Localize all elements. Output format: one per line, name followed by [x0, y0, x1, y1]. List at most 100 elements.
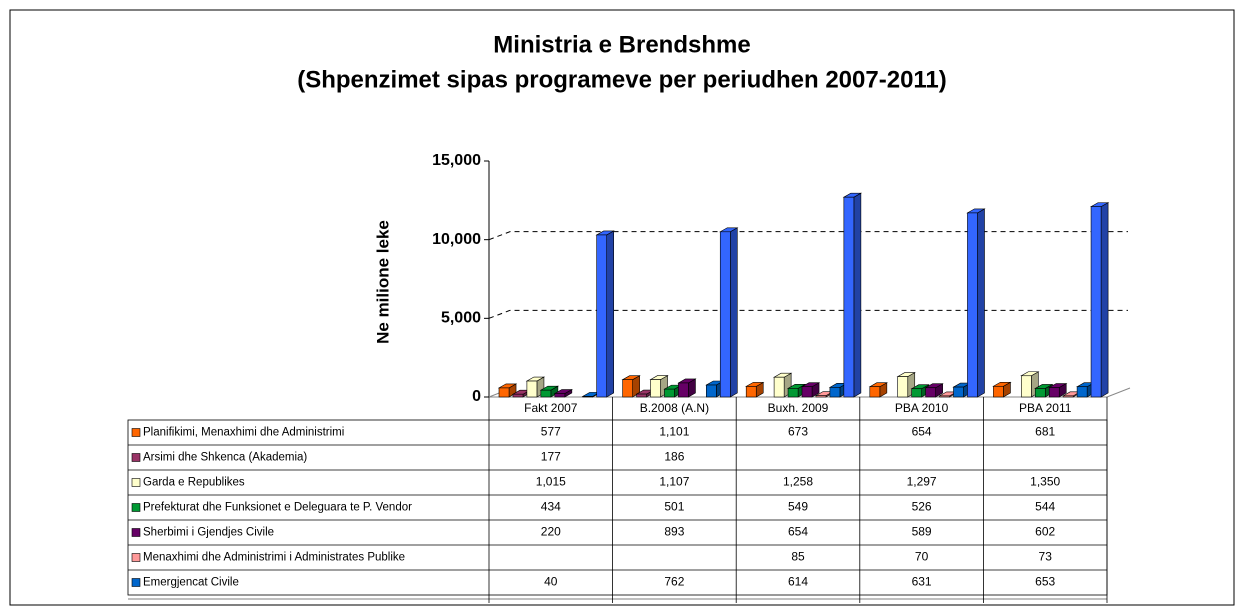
table-value: 602 [1035, 525, 1055, 539]
table-value: 614 [788, 575, 808, 589]
bar [1048, 383, 1068, 398]
bar [966, 208, 986, 398]
bar [719, 227, 739, 398]
bar-side-shade [606, 230, 614, 397]
legend-swatch [131, 578, 141, 587]
table-value: 673 [788, 425, 808, 439]
bar [924, 383, 944, 398]
bar-front [745, 386, 757, 398]
bar-front [843, 196, 855, 398]
legend-swatch [131, 503, 141, 512]
grid-line [488, 231, 1128, 241]
table-value: 654 [788, 525, 808, 539]
bar-front [526, 380, 538, 398]
bar-front [498, 387, 510, 398]
legend-label: Prefekturat dhe Funksionet e Deleguara t… [143, 502, 412, 514]
x-tick-label: Buxh. 2009 [768, 401, 829, 415]
bar-side-shade [688, 378, 696, 397]
bar-front [622, 379, 633, 398]
bar-front [897, 376, 909, 398]
legend-label: Emergjencat Civile [143, 577, 239, 589]
bar-front [967, 212, 978, 398]
bar-front [1048, 387, 1060, 398]
legend-swatch [131, 453, 141, 462]
bar-side-shade [1101, 202, 1109, 397]
x-tick-label: Fakt 2007 [524, 401, 578, 415]
bar-front [815, 395, 827, 398]
bar-front [773, 376, 785, 398]
bar [842, 192, 863, 398]
frame [9, 9, 1235, 606]
bar-front [512, 393, 524, 398]
table-value: 549 [788, 500, 808, 514]
bar [539, 385, 560, 398]
table-value: 589 [912, 525, 932, 539]
bar-front [939, 395, 950, 398]
table-value: 1,350 [1030, 475, 1060, 489]
table-value: 577 [541, 425, 561, 439]
table-value: 653 [1035, 575, 1055, 589]
bar [595, 230, 615, 398]
table-value: 1,107 [659, 475, 689, 489]
table-value: 654 [912, 425, 932, 439]
y-tick-label: 0 [472, 388, 481, 405]
bar-front [596, 234, 607, 398]
table-value: 1,297 [907, 475, 937, 489]
bar [868, 382, 888, 398]
legend-label: Planifikimi, Menaxhimi dhe Administrimi [143, 427, 344, 439]
table-value: 40 [544, 575, 558, 589]
bar [772, 372, 793, 398]
table-value: 1,015 [536, 475, 566, 489]
bar-side-shade [853, 193, 861, 397]
bar-side-shade [879, 382, 887, 397]
y-tick-label: 5,000 [441, 310, 481, 327]
bar-front [650, 379, 661, 398]
bar-front [953, 386, 964, 398]
bar-side-shade [756, 382, 764, 397]
bar-front [1062, 395, 1074, 398]
table-value: 70 [915, 550, 929, 564]
bar [553, 389, 573, 398]
bar [621, 375, 641, 398]
y-tick-label: 15,000 [432, 152, 481, 169]
bar-front [1076, 386, 1088, 398]
bar-front [1020, 375, 1032, 398]
bar-side-shade [977, 208, 985, 397]
bar-front [911, 388, 922, 398]
bar-side-shade [550, 386, 558, 397]
legend-label: Menaxhimi dhe Administrimi i Administrat… [143, 552, 405, 564]
legend-swatch [131, 478, 141, 487]
bar-side-shade [1059, 383, 1067, 397]
bar-side-shade [564, 389, 572, 397]
table-value: 220 [541, 525, 561, 539]
bar-front [719, 231, 731, 398]
bar-front [678, 382, 689, 398]
bar-front [1090, 206, 1102, 398]
table-value: 762 [664, 575, 684, 589]
bar-front [801, 386, 813, 398]
bar-front [554, 393, 566, 398]
legend-label: Sherbimi i Gjendjes Civile [143, 527, 274, 539]
legend-swatch [131, 528, 141, 537]
x-tick-label: PBA 2011 [1019, 401, 1072, 415]
bar-side-shade [812, 382, 820, 397]
table-value: 893 [664, 525, 684, 539]
table-value: 544 [1035, 500, 1055, 514]
legend-label: Arsimi dhe Shkenca (Akademia) [143, 452, 307, 464]
bar-front [636, 393, 647, 398]
bar-front [925, 387, 936, 398]
table-value: 526 [912, 500, 932, 514]
table-value: 1,258 [783, 475, 813, 489]
bar-front [664, 388, 675, 398]
bar-front [869, 386, 881, 398]
table-value: 434 [541, 500, 561, 514]
bar [800, 382, 821, 398]
legend-swatch [131, 428, 141, 437]
chart-title: Ministria e Brendshme [493, 31, 750, 58]
x-tick-label: PBA 2010 [895, 401, 949, 415]
table-value: 85 [791, 550, 805, 564]
bar-front [582, 396, 594, 398]
legend-swatch [131, 553, 141, 562]
table-value: 631 [912, 575, 932, 589]
